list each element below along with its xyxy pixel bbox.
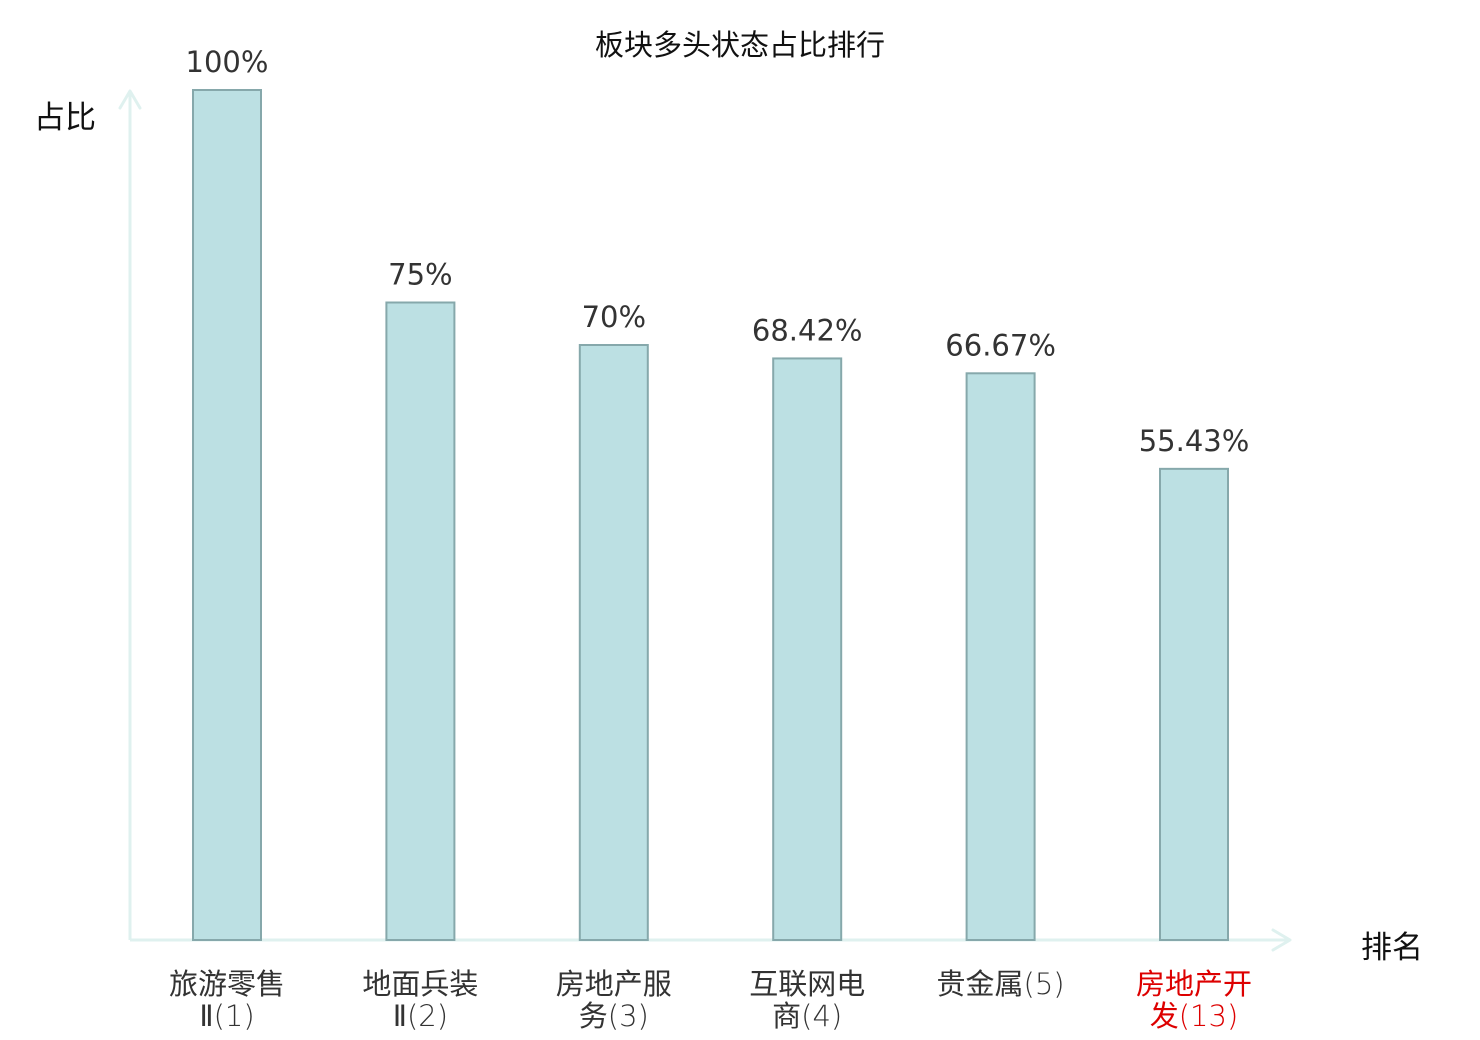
bar (192, 89, 262, 941)
category-rank: (3) (608, 999, 649, 1033)
bars (192, 89, 1229, 941)
value-label: 100% (186, 45, 269, 79)
y-axis-label: 占比 (34, 100, 96, 136)
category-label-line: 房地产服 (556, 967, 672, 1001)
category-label: 旅游零售 Ⅱ(1) (169, 967, 285, 1033)
category-label: 贵金属(5) (937, 967, 1065, 1001)
category-labels: 旅游零售 Ⅱ(1) 地面兵装 Ⅱ(2) 房地产服务(3) 互联网电商(4) 贵金属(5) 房地… (169, 967, 1252, 1033)
value-label: 66.67% (945, 328, 1056, 362)
category-label-line: 地面兵装 (362, 967, 478, 1001)
x-axis-label: 排名 (1361, 930, 1423, 966)
bar (385, 301, 456, 941)
category-rank: (1) (214, 999, 255, 1033)
category-rank: (2) (407, 999, 448, 1033)
category-rank: (13) (1179, 999, 1239, 1033)
x-axis-arrow (1271, 928, 1292, 952)
category-rank: (4) (801, 999, 842, 1033)
bar (772, 357, 843, 941)
value-label: 70% (582, 300, 646, 334)
category-label-line: 互联网电 (749, 967, 865, 1001)
value-labels: 100% 75% 70% 68.42% 66.67% 55.43% (186, 45, 1250, 458)
category-label: 房地产开发(13) (1136, 967, 1252, 1033)
bar (965, 372, 1036, 941)
category-label-line: 务(3) (579, 999, 649, 1033)
category-label-line: 商(4) (772, 999, 842, 1033)
category-label-line: 贵金属(5) (937, 967, 1065, 1001)
category-label-line: 房地产开 (1136, 967, 1252, 1001)
category-label-line: 旅游零售 (169, 967, 285, 1001)
axes (118, 89, 1292, 952)
category-label: 地面兵装 Ⅱ(2) (362, 967, 478, 1033)
value-label: 55.43% (1139, 424, 1250, 458)
category-label-line: Ⅱ(1) (199, 999, 254, 1033)
bar (578, 344, 649, 941)
y-axis-arrow (118, 89, 142, 110)
category-label-line: Ⅱ(2) (393, 999, 448, 1033)
bar (1159, 467, 1229, 941)
value-label: 75% (388, 258, 452, 292)
value-label: 68.42% (752, 313, 863, 347)
category-rank: (5) (1024, 967, 1065, 1001)
category-label-line: 发(13) (1150, 999, 1239, 1033)
chart-title: 板块多头状态占比排行 (594, 28, 885, 62)
category-label: 房地产服务(3) (556, 967, 672, 1033)
category-label: 互联网电商(4) (749, 967, 865, 1033)
